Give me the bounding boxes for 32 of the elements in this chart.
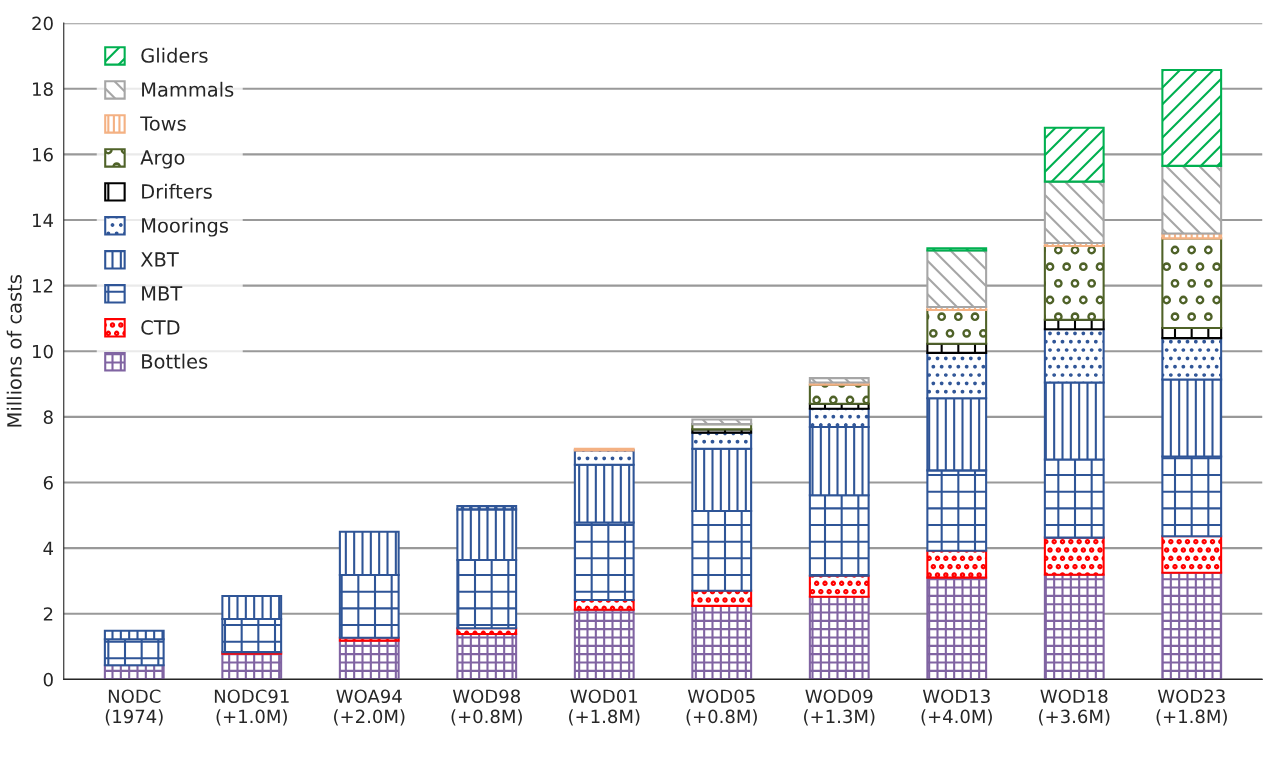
x-tick-label: WOD01 (+1.8M) xyxy=(569,689,640,726)
legend-label: Tows xyxy=(140,116,186,131)
y-tick-label: 4 xyxy=(43,541,54,555)
x-tick-label: WOD23 (+1.8M) xyxy=(1156,689,1227,726)
legend-label: Bottles xyxy=(142,353,208,369)
y-tick-label: 2 xyxy=(43,607,53,621)
legend-label: Drifters xyxy=(142,183,212,199)
y-tick-label: 6 xyxy=(43,475,53,490)
legend-label: MBT xyxy=(142,286,183,301)
x-tick-label: WOD05 (+0.8M) xyxy=(686,689,757,726)
legend-label: Argo xyxy=(140,150,185,169)
x-tick-label: WOA94 (+2.0M) xyxy=(334,689,405,726)
y-tick-label: 10 xyxy=(33,344,53,359)
y-tick-label: 0 xyxy=(43,672,53,687)
y-tick-label: 14 xyxy=(33,213,54,227)
x-tick-label: WOD09 (+1.3M) xyxy=(804,689,875,726)
legend-label: Gliders xyxy=(141,47,208,63)
y-tick-label: 20 xyxy=(32,16,53,31)
x-tick-label: NODC91 (+1.0M) xyxy=(214,689,289,726)
x-tick-label: WOD13 (+4.0M) xyxy=(921,689,992,726)
legend-label: CTD xyxy=(141,320,180,335)
y-axis-title: Millions of casts xyxy=(6,275,22,427)
y-tick-label: 16 xyxy=(33,147,53,162)
legend-label: XBT xyxy=(140,252,179,267)
x-tick-label: NODC (1974) xyxy=(105,689,163,726)
y-tick-label: 18 xyxy=(33,82,53,96)
y-tick-label: 12 xyxy=(33,279,53,293)
y-tick-label: 8 xyxy=(43,410,53,424)
x-tick-label: WOD18 (+3.6M) xyxy=(1039,689,1110,726)
legend-label: Moorings xyxy=(142,217,229,237)
legend-label: Mammals xyxy=(142,81,234,97)
x-tick-label: WOD98 (+0.8M) xyxy=(451,689,522,726)
